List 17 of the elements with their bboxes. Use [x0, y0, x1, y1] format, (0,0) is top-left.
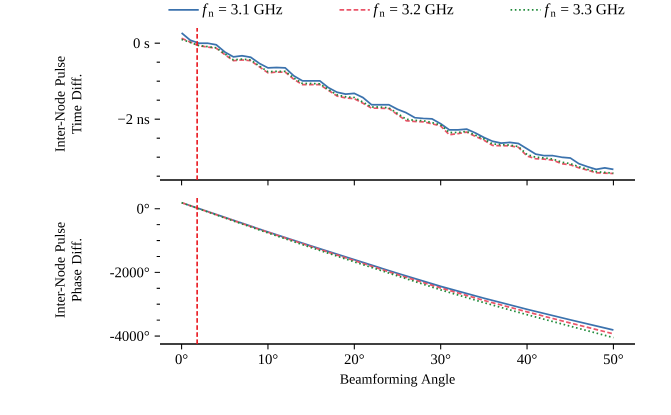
y-tick-label: 0°: [137, 204, 150, 214]
y-tick-label: -2000°: [110, 267, 150, 278]
x-tick-label: 40°: [517, 354, 537, 364]
legend-label: f$_{n}$ = 3.3 GHz: [544, 3, 624, 18]
y-axis-title: Inter-Node Pulse Phase Diff.: [54, 222, 82, 318]
x-axis-title: Beamforming Angle: [340, 374, 455, 387]
y-tick-label: −2 ns: [118, 114, 150, 124]
x-tick-label: 20°: [344, 354, 364, 364]
legend-label: f$_{n}$ = 3.2 GHz: [374, 3, 454, 18]
x-tick-label: 0°: [176, 354, 188, 364]
y-axis-title: Inter-Node Pulse Time Diff.: [54, 56, 82, 152]
y-tick-label: 0 s: [134, 38, 150, 48]
x-tick-label: 10°: [258, 354, 278, 364]
y-tick-label: -4000°: [110, 331, 150, 341]
x-tick-label: 30°: [431, 354, 450, 364]
x-tick-label: 50°: [604, 354, 623, 364]
legend-label: f$_{n}$ = 3.1 GHz: [202, 3, 282, 18]
